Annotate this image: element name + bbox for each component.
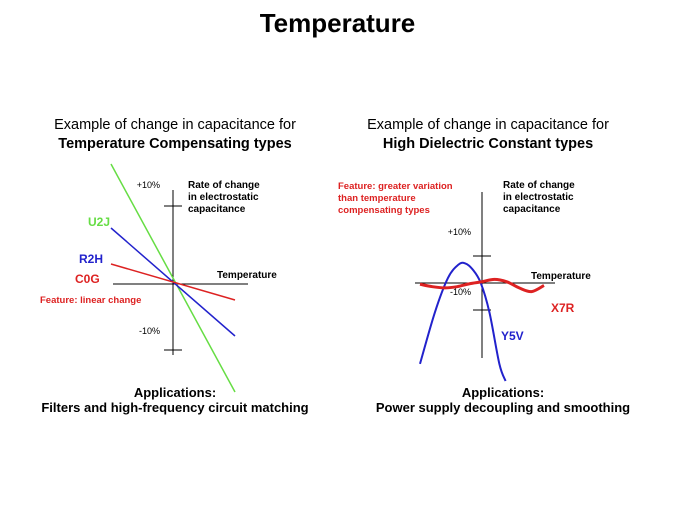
left-series-u2j-line xyxy=(110,163,236,393)
right-caption-line2: High Dielectric Constant types xyxy=(382,136,594,152)
slide-title: Temperature xyxy=(259,8,416,38)
left-caption: Example of change in capacitance for Tem… xyxy=(20,116,330,154)
right-apps-title: Applications: xyxy=(461,385,545,400)
right-apps-text: Power supply decoupling and smoothing xyxy=(375,400,631,415)
right-caption-line1: Example of change in capacitance for xyxy=(367,117,609,133)
left-series-u2j-label: U2J xyxy=(88,215,110,229)
left-caption-line2: Temperature Compensating types xyxy=(58,136,292,152)
left-apps-title: Applications: xyxy=(133,385,217,400)
right-annotation-line2: than temperature xyxy=(338,193,416,204)
right-caption: Example of change in capacitance for Hig… xyxy=(333,116,643,154)
left-annotation: Feature: linear change xyxy=(40,295,141,306)
left-ylabel-line3: capacitance xyxy=(188,204,246,215)
left-tick-label-minus10: -10% xyxy=(139,326,160,336)
left-caption-line1: Example of change in capacitance for xyxy=(54,117,296,133)
right-applications: Applications: Power supply decoupling an… xyxy=(348,385,658,415)
left-series-r2h-label: R2H xyxy=(79,252,103,266)
right-series-y5v-label: Y5V xyxy=(501,329,524,343)
left-tick-label-plus10: +10% xyxy=(137,180,160,190)
right-annotation-line1: Feature: greater variation xyxy=(338,181,453,192)
right-ylabel-line2: in electrostatic xyxy=(503,192,574,203)
right-xlabel: Temperature xyxy=(531,271,591,282)
right-ylabel-line3: capacitance xyxy=(503,204,561,215)
left-xlabel: Temperature xyxy=(217,270,277,281)
left-apps-text: Filters and high-frequency circuit match… xyxy=(41,400,309,415)
left-series-c0g-label: C0G xyxy=(75,272,100,286)
right-series-y5v-line xyxy=(419,261,507,382)
right-tick-label-minus10: -10% xyxy=(450,287,471,297)
right-series-x7r-line xyxy=(419,277,545,294)
left-series-c0g-line xyxy=(110,263,236,301)
left-ylabel-line2: in electrostatic xyxy=(188,192,259,203)
right-ylabel-line1: Rate of change xyxy=(503,180,575,191)
right-annotation-line3: compensating types xyxy=(338,205,430,216)
right-tick-label-plus10: +10% xyxy=(448,227,471,237)
left-applications: Applications: Filters and high-frequency… xyxy=(20,385,330,415)
right-series-x7r-label: X7R xyxy=(551,301,575,315)
left-ylabel-line1: Rate of change xyxy=(188,180,260,191)
